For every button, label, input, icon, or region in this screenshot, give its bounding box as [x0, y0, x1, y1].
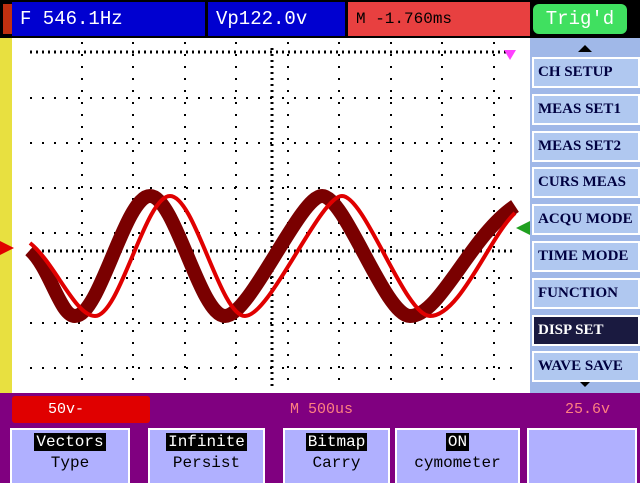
- oscilloscope-screen: F 546.1Hz Vp122.0v M -1.760ms Trig'd CH …: [0, 0, 640, 483]
- plot-background: [0, 38, 530, 393]
- softkey-value: Infinite: [166, 433, 247, 451]
- battery-icon: [3, 4, 12, 34]
- softkey[interactable]: ON cymometer: [395, 428, 520, 483]
- softkey[interactable]: Bitmap Carry: [283, 428, 390, 483]
- softkey-label: cymometer: [397, 454, 518, 472]
- menu-item[interactable]: WAVE SAVE: [532, 351, 640, 382]
- time-offset: M -1.760ms: [348, 2, 530, 36]
- menu-panel: CH SETUP MEAS SET1 MEAS SET2 CURS MEAS ACQU …: [530, 38, 640, 393]
- menu-item[interactable]: CH SETUP: [532, 57, 640, 88]
- softkey-value: Bitmap: [306, 433, 368, 451]
- menu-up-arrow: [530, 42, 640, 54]
- softkey-label: Type: [12, 454, 128, 472]
- menu-item[interactable]: CURS MEAS: [532, 167, 640, 198]
- menu-item[interactable]: ACQU MODE: [532, 204, 640, 235]
- waveform-display: [0, 38, 530, 393]
- menu-item[interactable]: MEAS SET2: [532, 131, 640, 162]
- frequency: F 546.1Hz: [12, 2, 205, 36]
- softkey[interactable]: Vectors Type: [10, 428, 130, 483]
- menu-item[interactable]: DISP SET: [532, 315, 640, 346]
- menu-item[interactable]: MEAS SET1: [532, 94, 640, 125]
- menu-item[interactable]: FUNCTION: [532, 278, 640, 309]
- status-bar: 50v- M 500us 25.6v: [0, 393, 640, 425]
- menu-item[interactable]: TIME MODE: [532, 241, 640, 272]
- peak-voltage: Vp122.0v: [208, 2, 345, 36]
- softkey-label: Persist: [150, 454, 263, 472]
- softkey-bar: Vectors Type Infinite Persist Bitmap Carry ON c…: [0, 425, 640, 483]
- trigger-status: Trig'd: [533, 4, 627, 34]
- softkey[interactable]: Infinite Persist: [148, 428, 265, 483]
- softkey-value: ON: [446, 433, 469, 451]
- trigger-level: 25.6v: [565, 396, 610, 423]
- timebase: M 500us: [290, 396, 353, 423]
- left-border: [0, 38, 12, 393]
- channel-scale: 50v-: [12, 396, 150, 423]
- softkey-value: Vectors: [34, 433, 105, 451]
- softkey-empty[interactable]: [527, 428, 637, 483]
- softkey-label: Carry: [285, 454, 388, 472]
